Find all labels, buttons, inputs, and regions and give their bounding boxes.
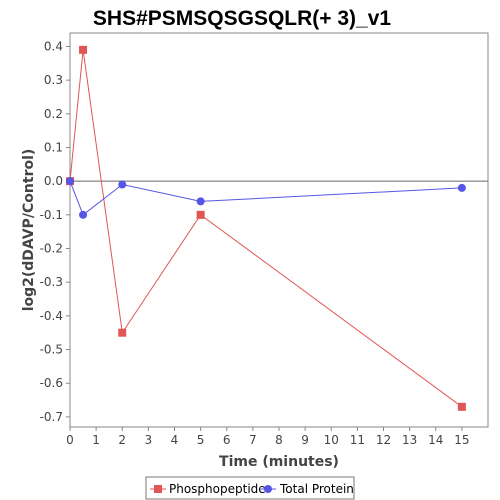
data-point-total-protein: [79, 210, 88, 219]
x-tick-label: 6: [223, 433, 231, 447]
y-tick-label: -0.6: [40, 376, 63, 390]
plot-area: [69, 32, 489, 428]
y-tick-label: 0.1: [44, 140, 63, 154]
y-tick-label: -0.1: [40, 208, 63, 222]
y-tick-label: -0.2: [40, 242, 63, 256]
y-tick-label: 0.0: [44, 174, 63, 188]
legend-swatch-phosphopeptide-marker: [154, 485, 162, 493]
tick-layer: 0 1 2 3 4 5 6 7 8 9 10 11 12 13 14 150.40.30.20.10.0-0.…: [40, 39, 470, 447]
x-tick-label: 3: [145, 433, 153, 447]
y-tick-label: 0.3: [44, 73, 63, 87]
legend-label-total-protein: Total Protein: [279, 482, 354, 496]
x-tick-label: 7: [249, 433, 257, 447]
data-point-phosphopeptide: [457, 402, 466, 411]
x-tick-label: 9: [301, 433, 309, 447]
legend-box: [145, 476, 355, 500]
legend-swatch-total-protein-marker: [264, 485, 272, 493]
data-point-total-protein: [118, 180, 127, 189]
y-axis-label: log2(dDAVP/Control): [21, 149, 37, 312]
x-tick-label: 0: [66, 433, 74, 447]
data-point-total-protein: [196, 197, 205, 206]
data-point-phosphopeptide: [196, 210, 205, 219]
y-tick-label: 0.2: [44, 107, 63, 121]
x-axis-label: Time (minutes): [219, 454, 339, 470]
x-tick-label: 11: [350, 433, 365, 447]
y-tick-label: -0.4: [40, 309, 63, 323]
legend: Phosphopeptide Total Protein: [145, 476, 355, 500]
y-tick-label: 0.4: [44, 39, 63, 53]
x-tick-label: 1: [92, 433, 100, 447]
chart-title: SHS#PSMSQSGSQLR(+ 3)_v1: [93, 7, 392, 30]
data-point-total-protein: [66, 177, 74, 186]
y-tick-label: -0.3: [40, 275, 63, 289]
data-point-phosphopeptide: [79, 45, 88, 54]
x-tick-label: 12: [376, 433, 391, 447]
x-tick-label: 15: [454, 433, 469, 447]
x-tick-label: 14: [428, 433, 443, 447]
x-tick-label: 5: [197, 433, 205, 447]
y-tick-label: -0.5: [40, 343, 63, 357]
series-layer: [66, 45, 488, 411]
legend-label-phosphopeptide: Phosphopeptide: [169, 482, 266, 496]
y-tick-label: -0.7: [40, 410, 63, 424]
data-point-phosphopeptide: [118, 328, 127, 337]
x-tick-label: 8: [275, 433, 283, 447]
x-tick-label: 4: [171, 433, 179, 447]
x-tick-label: 10: [324, 433, 339, 447]
x-tick-label: 2: [118, 433, 126, 447]
data-point-total-protein: [457, 183, 466, 192]
x-tick-label: 13: [402, 433, 417, 447]
